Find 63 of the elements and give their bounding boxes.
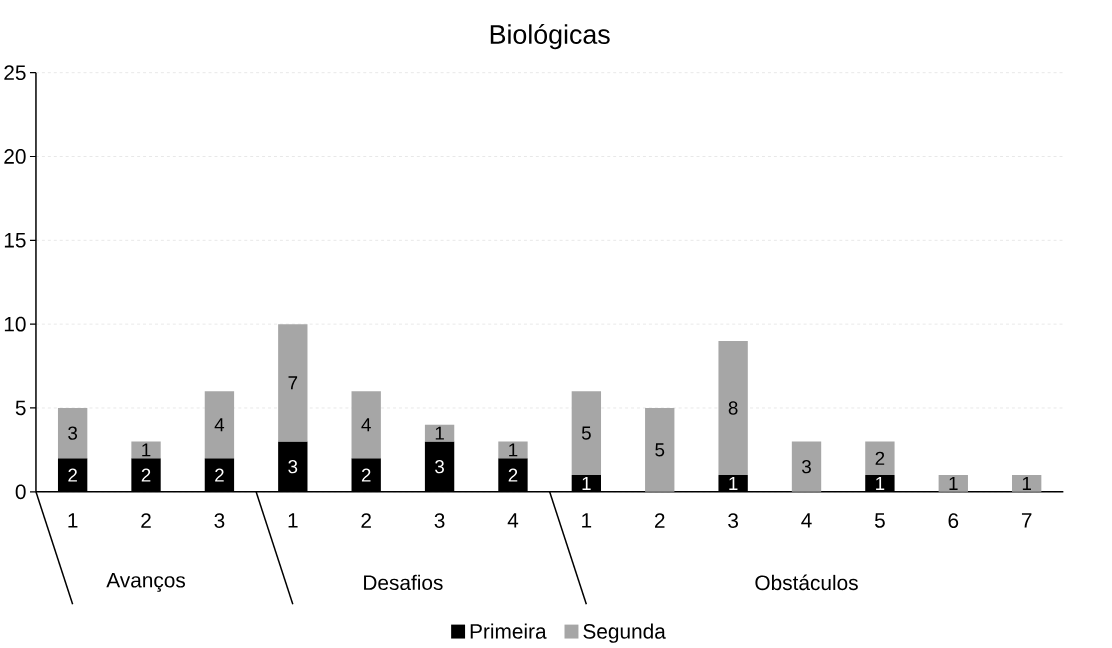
y-tick-label: 5 xyxy=(15,400,26,416)
x-tick-label: 2 xyxy=(141,513,151,528)
y-tick-label: 0 xyxy=(15,484,26,500)
data-label: 2 xyxy=(508,468,518,482)
y-tick-label: 25 xyxy=(4,65,26,80)
data-label: 1 xyxy=(435,426,444,440)
bar xyxy=(645,407,675,492)
y-tick-label: 20 xyxy=(4,149,26,164)
x-tick-label: 6 xyxy=(948,513,959,528)
data-label: 4 xyxy=(214,418,225,432)
x-tick-label: 3 xyxy=(434,513,445,528)
bar xyxy=(1011,474,1042,492)
bar xyxy=(204,391,235,459)
y-tick-label: 10 xyxy=(4,316,26,332)
x-tick-label: 1 xyxy=(582,513,592,528)
data-label: 3 xyxy=(68,426,78,440)
data-label: 5 xyxy=(581,426,591,440)
data-label: 1 xyxy=(729,476,738,490)
data-label: 5 xyxy=(655,443,665,457)
x-tick-label: 1 xyxy=(288,513,298,528)
data-label: 1 xyxy=(509,443,518,457)
bar xyxy=(791,441,822,492)
x-tick-label: 4 xyxy=(507,513,519,528)
data-label: 1 xyxy=(582,476,591,490)
x-tick-label: 2 xyxy=(654,513,665,528)
data-label: 2 xyxy=(141,468,151,482)
data-label: 3 xyxy=(801,459,811,474)
data-label: 2 xyxy=(875,451,885,465)
bar xyxy=(938,474,968,492)
x-tick-label: 2 xyxy=(361,513,371,528)
chart-title: Biológicas xyxy=(490,23,610,50)
x-tick-label: 7 xyxy=(1021,513,1032,528)
data-label: 1 xyxy=(1022,476,1031,490)
legend-label: Primeira xyxy=(470,623,547,639)
text: Obstáculos xyxy=(755,574,858,591)
data-label: 2 xyxy=(361,468,371,482)
data-label: 1 xyxy=(876,476,885,490)
data-label: 1 xyxy=(949,476,958,490)
legend-label: Segunda xyxy=(583,623,666,643)
data-label: 3 xyxy=(435,459,444,474)
bar xyxy=(865,441,895,475)
data-label: 4 xyxy=(361,418,371,432)
x-tick-label: 3 xyxy=(214,513,225,528)
bar xyxy=(57,407,88,459)
data-label: 2 xyxy=(215,468,224,482)
y-tick-label: 15 xyxy=(4,233,26,248)
bar xyxy=(131,441,161,459)
bar xyxy=(278,324,308,442)
x-tick-label: 5 xyxy=(874,513,885,528)
x-tick-label: 1 xyxy=(68,513,78,528)
x-tick-label: 4 xyxy=(801,513,812,528)
data-label: 1 xyxy=(142,443,151,457)
bar xyxy=(498,441,528,459)
bar xyxy=(718,340,748,475)
bar xyxy=(571,391,602,475)
data-label: 8 xyxy=(728,401,738,415)
data-label: 7 xyxy=(288,376,298,390)
text: Avanços xyxy=(106,572,186,592)
data-label: 2 xyxy=(68,468,77,482)
text: Desafios xyxy=(364,574,443,590)
data-label: 3 xyxy=(288,459,298,474)
x-tick-label: 3 xyxy=(728,513,739,528)
bar xyxy=(351,391,381,459)
